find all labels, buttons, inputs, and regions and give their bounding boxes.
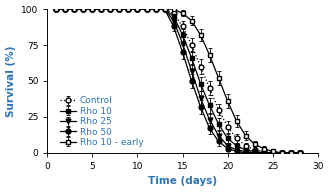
X-axis label: Time (days): Time (days)	[148, 176, 217, 186]
Legend: Control, Rho 10, Rho 25, Rho 50, Rho 10 - early: Control, Rho 10, Rho 25, Rho 50, Rho 10 …	[60, 97, 144, 147]
Y-axis label: Survival (%): Survival (%)	[6, 45, 15, 117]
